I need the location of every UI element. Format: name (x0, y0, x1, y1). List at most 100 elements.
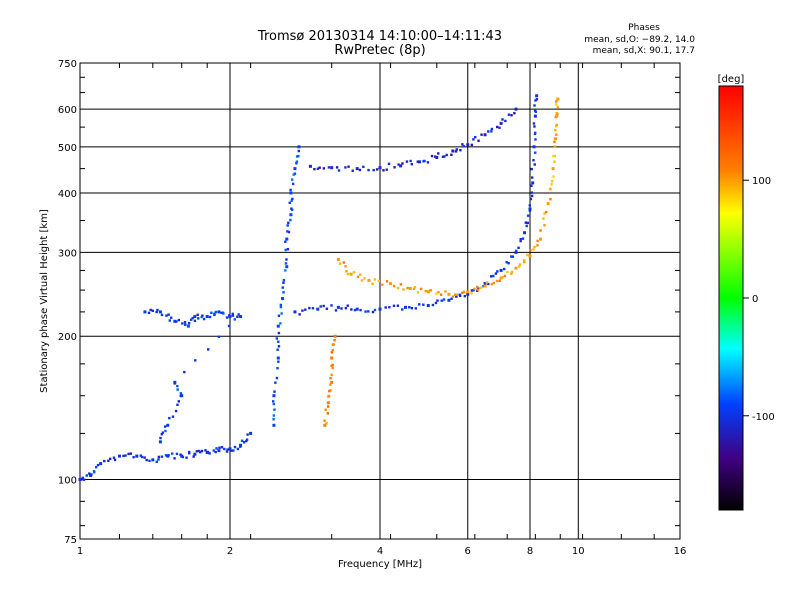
echo-dot (218, 446, 221, 449)
echo-dot (167, 454, 170, 457)
echo-dot (273, 408, 276, 411)
echo-dot (185, 456, 188, 459)
echo-dot (183, 370, 186, 374)
echo-dot (325, 307, 329, 310)
echo-dot (132, 455, 135, 459)
data-point (426, 290, 430, 294)
data-point (528, 207, 532, 211)
data-point (333, 334, 337, 338)
y-tick-label: 600 (58, 105, 77, 116)
echo-dot (282, 278, 286, 282)
data-point (408, 286, 412, 290)
echo-dot (518, 263, 522, 266)
data-point (514, 266, 518, 270)
echo-dot (223, 447, 226, 451)
echo-dot (529, 197, 533, 201)
echo-dot (149, 308, 152, 312)
echo-dot (237, 313, 240, 316)
echo-dot (325, 422, 328, 425)
echo-dot (194, 359, 197, 362)
data-point (326, 401, 330, 405)
echo-dot (515, 249, 518, 253)
echo-dot (533, 125, 536, 128)
echo-dot (208, 315, 212, 319)
echo-dot (338, 262, 342, 265)
data-point (389, 282, 393, 286)
echo-dot (470, 289, 474, 292)
x-tick-label: 6 (465, 546, 471, 557)
echo-dot (536, 239, 539, 243)
data-point (336, 305, 340, 309)
echo-dot (176, 403, 179, 406)
echo-dot (530, 184, 533, 187)
data-point (78, 478, 82, 482)
echo-dot (201, 314, 204, 317)
echo-dot (504, 119, 507, 123)
echo-dot (487, 130, 490, 133)
echo-dot (173, 457, 176, 460)
echo-dot (406, 286, 409, 290)
echo-dot (496, 125, 499, 129)
echo-dot (450, 153, 453, 157)
echo-dot (214, 450, 217, 454)
y-axis-label: Stationary phase Virtual Height [km] (39, 209, 50, 393)
echo-dot (187, 321, 191, 325)
echo-dot (554, 124, 558, 128)
echo-dot (286, 224, 289, 227)
echo-dot (490, 283, 494, 286)
data-point (336, 257, 340, 261)
data-point (539, 237, 543, 241)
echo-dot (122, 454, 125, 458)
echo-dot (85, 474, 88, 477)
echo-dot (405, 160, 409, 163)
echo-dot (291, 208, 294, 212)
echo-dot (532, 158, 535, 162)
echo-dot (373, 278, 377, 281)
echo-dot (472, 138, 475, 141)
colorbar-tick-label: -100 (752, 412, 775, 423)
echo-dot (530, 191, 534, 194)
echo-dot (356, 275, 360, 279)
echo-dot (409, 159, 412, 163)
data-point (426, 304, 430, 308)
x-tick-label: 16 (674, 546, 687, 557)
echo-dot (313, 167, 316, 171)
echo-dot (112, 456, 116, 459)
echo-dot (534, 99, 537, 102)
echo-dot (359, 273, 362, 276)
echo-dot (419, 287, 423, 291)
data-point (193, 452, 197, 456)
echo-dot (196, 313, 199, 316)
echo-dot (167, 313, 170, 316)
data-point (555, 114, 559, 118)
echo-dot (179, 392, 183, 395)
echo-dot (556, 105, 560, 109)
echo-dot (455, 148, 458, 151)
echo-dot (387, 162, 391, 166)
data-point (249, 431, 253, 435)
echo-dot (177, 400, 181, 403)
echo-dot (164, 429, 167, 433)
echo-dot (322, 304, 325, 308)
colorbar (718, 85, 744, 511)
echo-dot (437, 291, 440, 294)
echo-dot (277, 345, 281, 348)
x-tick-label: 10 (572, 546, 585, 557)
echo-dot (501, 118, 504, 121)
phase-box-heading: Phases (628, 23, 660, 33)
echo-dot (161, 431, 165, 434)
echo-dot (327, 394, 331, 398)
echo-dot (171, 452, 174, 455)
data-point (272, 394, 276, 398)
echo-dot (233, 318, 237, 321)
data-point (228, 447, 232, 451)
echo-dot (507, 262, 510, 265)
echo-dot (416, 291, 420, 294)
echo-dot (345, 270, 348, 273)
echo-dot (555, 103, 558, 106)
echo-dot (352, 271, 356, 274)
echo-dot (168, 416, 171, 420)
echo-dot (477, 139, 480, 142)
data-point (523, 231, 527, 235)
echo-dot (193, 319, 197, 323)
